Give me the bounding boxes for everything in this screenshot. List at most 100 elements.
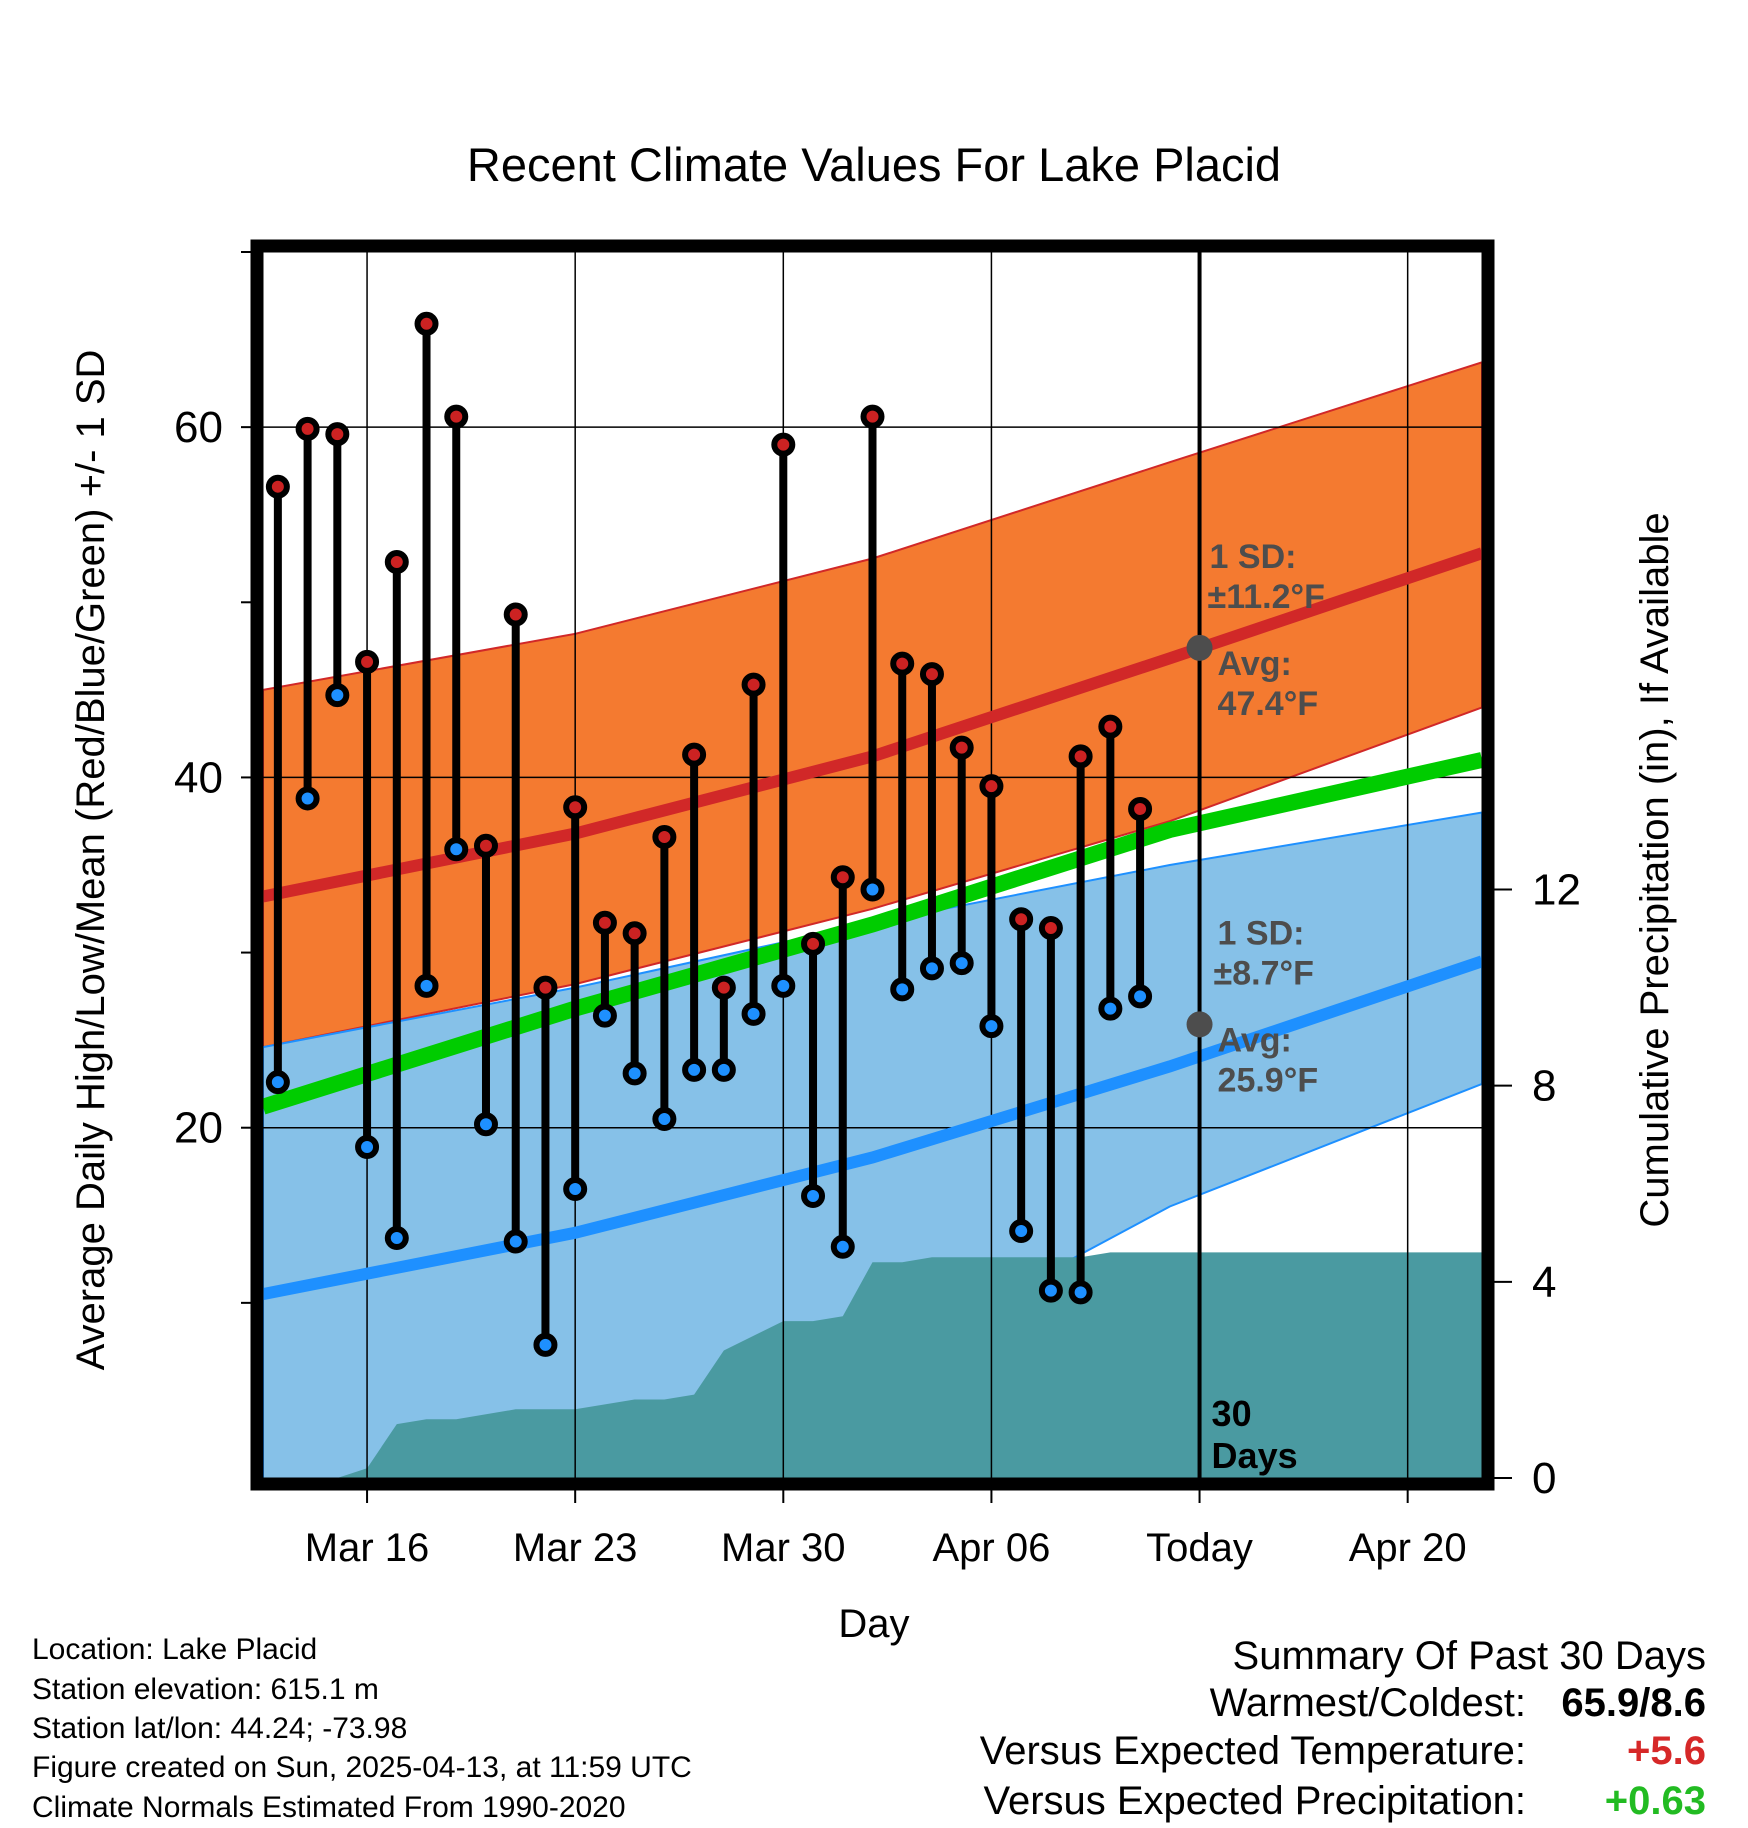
x-tick-label: Apr 06 [932,1526,1050,1570]
daily-high-point [384,550,409,575]
daily-low-point [384,1226,409,1251]
low-sd-value: ±8.7°F [1214,954,1314,992]
y-tick-label: 60 [174,403,223,452]
y2-tick-label: 8 [1532,1062,1556,1111]
days-count: 30 [1212,1393,1252,1434]
daily-high-point [325,422,350,447]
daily-low-point [949,951,974,976]
high-sd-value: ±11.2°F [1208,578,1325,616]
daily-low-point [414,973,439,998]
daily-high-point [1128,796,1153,821]
summary-warmest-row: Warmest/Coldest: 65.9/8.6 [1210,1681,1706,1726]
daily-low-point [741,1001,766,1026]
daily-high-point [801,931,826,956]
daily-high-point [355,649,380,674]
warmest-label: Warmest/Coldest: [1209,1681,1526,1725]
daily-low-point [325,683,350,708]
info-normals: Climate Normals Estimated From 1990-2020 [32,1791,626,1824]
summary-temp-row: Versus Expected Temperature: +5.6 [980,1729,1706,1774]
days-label: Days [1212,1435,1298,1476]
summary-title: Summary Of Past 30 Days [1232,1634,1706,1678]
x-tick-label: Mar 30 [721,1526,846,1570]
daily-high-point [1009,907,1034,932]
precip-value: +0.63 [1604,1779,1706,1823]
daily-low-point [1009,1219,1034,1244]
daily-low-point [830,1234,855,1259]
daily-high-point [414,311,439,336]
daily-high-point [1068,744,1093,769]
daily-low-point [295,786,320,811]
low-sd-label: 1 SD: [1218,914,1305,952]
summary-precip-row: Versus Expected Precipitation: +0.63 [983,1779,1706,1824]
daily-high-point [533,975,558,1000]
daily-high-point [622,921,647,946]
daily-low-point [1128,984,1153,1009]
daily-high-point [890,651,915,676]
x-axis-label: Day [838,1602,909,1646]
daily-low-point [860,877,885,902]
daily-low-point [533,1332,558,1357]
daily-low-point [652,1106,677,1131]
daily-high-point [563,795,588,820]
low-normal-line [263,955,1482,1300]
daily-high-point [979,774,1004,799]
daily-high-point [830,865,855,890]
y2-axis-label: Cumulative Precipitation (in), If Availa… [1633,512,1677,1227]
daily-low-point [503,1229,528,1254]
info-latlon: Station lat/lon: 44.24; -73.98 [32,1712,408,1745]
daily-high-point [444,404,469,429]
x-tick-label: Apr 20 [1349,1526,1467,1570]
info-created: Figure created on Sun, 2025-04-13, at 11… [32,1751,692,1784]
daily-high-point [265,474,290,499]
high-sd-label: 1 SD: [1210,538,1297,576]
info-location: Location: Lake Placid [32,1633,318,1666]
daily-high-point [1098,714,1123,739]
y2-tick-label: 4 [1532,1258,1556,1307]
low-avg-label: Avg: [1218,1021,1292,1059]
daily-low-point [682,1057,707,1082]
daily-low-point [592,1003,617,1028]
daily-low-point [1098,996,1123,1021]
x-tick-label: Mar 23 [513,1526,638,1570]
x-tick-label: Today [1146,1526,1253,1570]
daily-low-point [711,1057,736,1082]
daily-high-point [860,404,885,429]
y-tick-label: 40 [174,753,223,802]
daily-low-point [622,1061,647,1086]
chart-title: Recent Climate Values For Lake Placid [467,138,1281,191]
daily-low-point [801,1184,826,1209]
daily-low-point [563,1177,588,1202]
x-tick-label: Mar 16 [305,1526,430,1570]
precip-area [277,1252,1482,1478]
daily-low-point [919,956,944,981]
daily-high-point [1038,916,1063,941]
avg-normal-line [263,752,1482,1115]
precip-label: Versus Expected Precipitation: [983,1779,1526,1823]
high-avg-value: 47.4°F [1218,685,1319,723]
daily-low-point [444,837,469,862]
low-avg-point [1186,1011,1213,1038]
daily-low-point [1068,1280,1093,1305]
daily-high-point [771,432,796,457]
daily-low-point [890,977,915,1002]
daily-low-point [265,1070,290,1095]
info-elevation: Station elevation: 615.1 m [32,1673,379,1706]
daily-high-point [741,672,766,697]
daily-high-point [592,910,617,935]
y2-tick-label: 0 [1532,1454,1556,1503]
warmest-value: 65.9/8.6 [1561,1681,1706,1725]
plot-frame [250,239,1495,1491]
temp-value: +5.6 [1627,1729,1706,1773]
daily-low-point [473,1112,498,1137]
y-axis-label: Average Daily High/Low/Mean (Red/Blue/Gr… [69,350,113,1371]
daily-high-point [682,742,707,767]
daily-low-point [1038,1278,1063,1303]
daily-low-point [771,973,796,998]
daily-high-point [473,833,498,858]
y-tick-label: 20 [174,1104,223,1153]
y2-tick-label: 12 [1532,866,1581,915]
daily-high-point [949,735,974,760]
daily-low-point [979,1014,1004,1039]
low-avg-value: 25.9°F [1218,1061,1319,1099]
daily-high-point [295,416,320,441]
